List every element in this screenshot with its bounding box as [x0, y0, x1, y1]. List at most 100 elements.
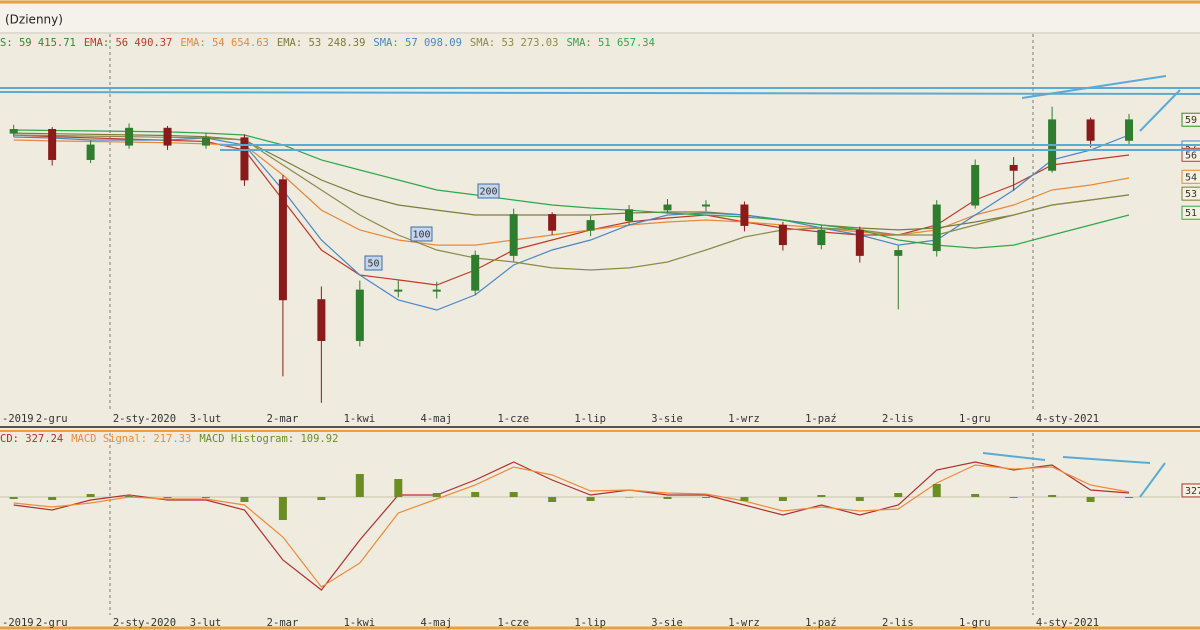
x-tick-label: 2-mar — [267, 617, 299, 629]
annotation-box — [410, 226, 433, 242]
moving-average-line — [13, 129, 1130, 249]
x-tick-label: 2-gru — [36, 617, 68, 629]
candle-body — [432, 289, 441, 292]
candle-body — [663, 204, 672, 211]
candle-body — [548, 214, 557, 231]
annotation: 100 — [412, 230, 430, 241]
candle-body — [394, 289, 403, 292]
candle-body — [1086, 119, 1095, 141]
x-tick-label: 2-lis — [882, 617, 914, 629]
candle-body — [509, 214, 518, 256]
histogram-bar — [932, 484, 941, 497]
value-tag — [1181, 205, 1200, 220]
value-tag-label: 54 — [1185, 172, 1197, 183]
histogram-bar — [471, 492, 480, 497]
x-tick-label: 2-sty-2020 — [113, 617, 176, 629]
candle-body — [48, 128, 57, 160]
x-tick-label: 1-kwi — [344, 617, 376, 629]
x-tick-label: 1-paź — [805, 617, 837, 629]
legend: S: 59 415.71 EMA: 56 490.37 EMA: 54 654.63… — [0, 37, 655, 49]
histogram-bar — [1125, 497, 1134, 498]
candle-body — [740, 204, 749, 226]
candle-body — [971, 164, 980, 206]
candle-body — [855, 229, 864, 256]
histogram-bar — [201, 497, 210, 498]
ma-annotations: 200 100 50 — [364, 183, 500, 271]
x-tick-label: 1-wrz — [728, 413, 760, 425]
candle-body — [778, 224, 787, 246]
x-tick-label: 2-gru — [36, 413, 68, 425]
trend-line — [1062, 456, 1151, 464]
histogram-bar — [1086, 497, 1095, 502]
value-tag-label: 53 — [1185, 189, 1197, 200]
x-tick-label: 1-cze — [497, 413, 529, 425]
histogram-bar — [355, 474, 364, 497]
histogram-bar — [778, 497, 787, 501]
histogram-bar — [971, 494, 980, 497]
x-tick-label: 2-mar — [267, 413, 299, 425]
histogram-bar — [855, 497, 864, 501]
histogram-bar — [625, 497, 634, 498]
x-tick-label: 3-lut — [190, 617, 222, 629]
annotation: 50 — [367, 259, 379, 270]
x-tick-label: 4-maj — [421, 413, 453, 425]
histogram-bar — [701, 497, 710, 498]
histogram-bar — [394, 479, 403, 497]
histogram-bar — [240, 497, 249, 502]
x-tick-label: 1-paź — [805, 413, 837, 425]
candle-body — [240, 137, 249, 181]
legend: CD: 327.24 MACD Signal: 217.33 MACD Histog… — [0, 433, 338, 445]
macd-line — [13, 461, 1130, 591]
histogram-bar — [894, 493, 903, 497]
macd-panel: CD: 327.24 MACD Signal: 217.33 MACD Histog… — [0, 433, 1200, 629]
x-tick-label: 1-cze — [497, 617, 529, 629]
x-tick-label: 1-lip — [574, 413, 606, 425]
title-bar — [0, 4, 1200, 34]
x-tick-label: 4-sty-2021 — [1036, 617, 1099, 629]
window-title[interactable]: (Dzienny) — [5, 13, 63, 27]
value-tag-label: 56 — [1185, 150, 1197, 161]
candle-body — [894, 250, 903, 256]
x-tick-label: 4-maj — [421, 617, 453, 629]
annotation-box — [364, 255, 383, 271]
macd-line — [13, 464, 1130, 588]
histogram-bar — [163, 497, 172, 498]
trend-line — [1021, 75, 1167, 99]
candle-body — [625, 209, 634, 222]
legend-entry: S: 59 415.71 — [0, 37, 76, 49]
candle-body — [9, 128, 18, 134]
x-tick-label: 3-sie — [651, 617, 683, 629]
moving-average-line — [13, 132, 1130, 231]
value-tag-label: 51 — [1185, 208, 1197, 219]
legend-entry: MACD Signal: 217.33 — [71, 433, 191, 445]
histogram-bar — [48, 497, 57, 500]
x-tick-label: -2019 — [2, 413, 34, 425]
trend-line — [1139, 462, 1166, 498]
moving-average-line — [13, 134, 1130, 271]
legend-entry: EMA: 56 490.37 — [84, 37, 173, 49]
candle-body — [125, 127, 134, 146]
value-tag — [1181, 483, 1200, 498]
x-tick-label: 2-lis — [882, 413, 914, 425]
candle-body — [817, 229, 826, 246]
x-tick-label: 3-lut — [190, 413, 222, 425]
candle-body — [317, 299, 326, 341]
value-tag — [1181, 147, 1200, 162]
histogram-bar — [817, 495, 826, 497]
value-tag — [1181, 169, 1200, 184]
histogram-bar — [586, 497, 595, 501]
price-panel: S: 59 415.71 EMA: 56 490.37 EMA: 54 654.63… — [0, 37, 1200, 425]
legend-entry: EMA: 53 248.39 — [277, 37, 366, 49]
histogram-bar — [548, 497, 557, 502]
histogram-bar — [1048, 495, 1057, 497]
legend-entry: SMA: 57 098.09 — [373, 37, 462, 49]
annotation-box — [477, 183, 500, 199]
histogram-bar — [432, 493, 441, 497]
histogram-bar — [86, 494, 95, 497]
resistance-line — [0, 91, 1200, 95]
x-tick-label: -2019 — [2, 617, 34, 629]
histogram-bar — [9, 497, 18, 499]
legend-entry: MACD Histogram: 109.92 — [199, 433, 338, 445]
histogram-bar — [317, 497, 326, 500]
